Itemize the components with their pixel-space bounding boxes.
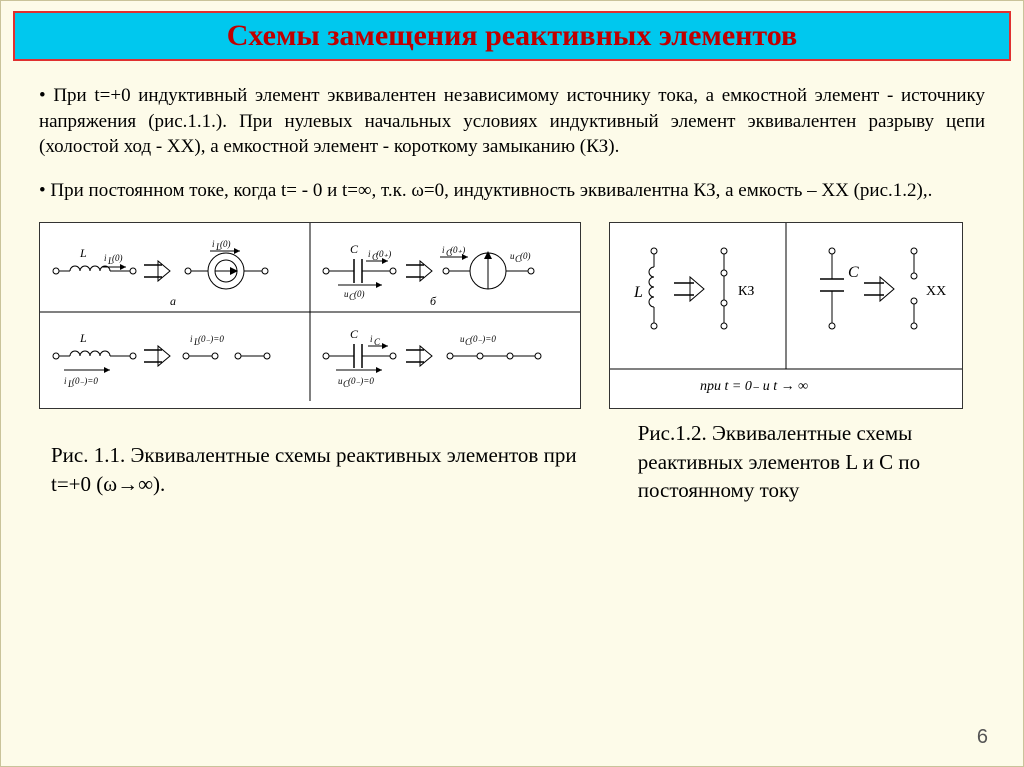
figure-1-2-svg: L КЗ: [610, 223, 962, 401]
content-area: При t=+0 индуктивный элемент эквиваленте…: [5, 77, 1019, 504]
title-bar: Схемы замещения реактивных элементов: [13, 11, 1011, 61]
label-C: C: [848, 264, 859, 281]
svg-text:C: C: [350, 327, 359, 341]
slide: Схемы замещения реактивных элементов При…: [0, 0, 1024, 767]
paragraph-1: При t=+0 индуктивный элемент эквиваленте…: [39, 83, 985, 160]
svg-text:L: L: [79, 246, 87, 260]
svg-text:(0): (0): [354, 289, 365, 299]
caption-1-1: Рис. 1.1. Эквивалентные схемы реактивных…: [39, 419, 584, 504]
captions-row: Рис. 1.1. Эквивалентные схемы реактивных…: [39, 419, 985, 504]
figure-1-2-footer: при t = 0₋ и t → ∞: [700, 379, 808, 394]
figure-1-1: L iL(0): [39, 222, 581, 410]
svg-text:(0): (0): [220, 239, 231, 249]
svg-text:L: L: [79, 331, 87, 345]
svg-text:(0₊): (0₊): [450, 245, 465, 255]
label-KZ: КЗ: [738, 284, 754, 299]
svg-text:(0₋)=0: (0₋)=0: [348, 376, 374, 386]
svg-text:(0₋)=0: (0₋)=0: [470, 334, 496, 344]
label-L: L: [633, 284, 643, 301]
svg-text:(0₊): (0₊): [376, 249, 391, 259]
svg-text:(0): (0): [520, 251, 531, 261]
svg-text:(0₋)=0: (0₋)=0: [198, 334, 224, 344]
figure-1-1-svg: L iL(0): [40, 223, 580, 401]
figures-row: L iL(0): [39, 222, 985, 410]
svg-text:а: а: [170, 294, 176, 308]
figure-1-2: L КЗ: [609, 222, 963, 410]
svg-text:(0₋)=0: (0₋)=0: [72, 376, 98, 386]
page-number: 6: [977, 726, 988, 749]
paragraph-2: При постоянном токе, когда t= - 0 и t=∞,…: [39, 178, 985, 204]
svg-text:(0): (0): [112, 253, 123, 263]
caption-1-2: Рис.1.2. Эквивалентные схемы реактивных …: [612, 419, 985, 504]
slide-title: Схемы замещения реактивных элементов: [25, 19, 999, 53]
label-XX: ХХ: [926, 284, 946, 299]
svg-text:C: C: [350, 242, 359, 256]
svg-text:б: б: [430, 294, 437, 308]
